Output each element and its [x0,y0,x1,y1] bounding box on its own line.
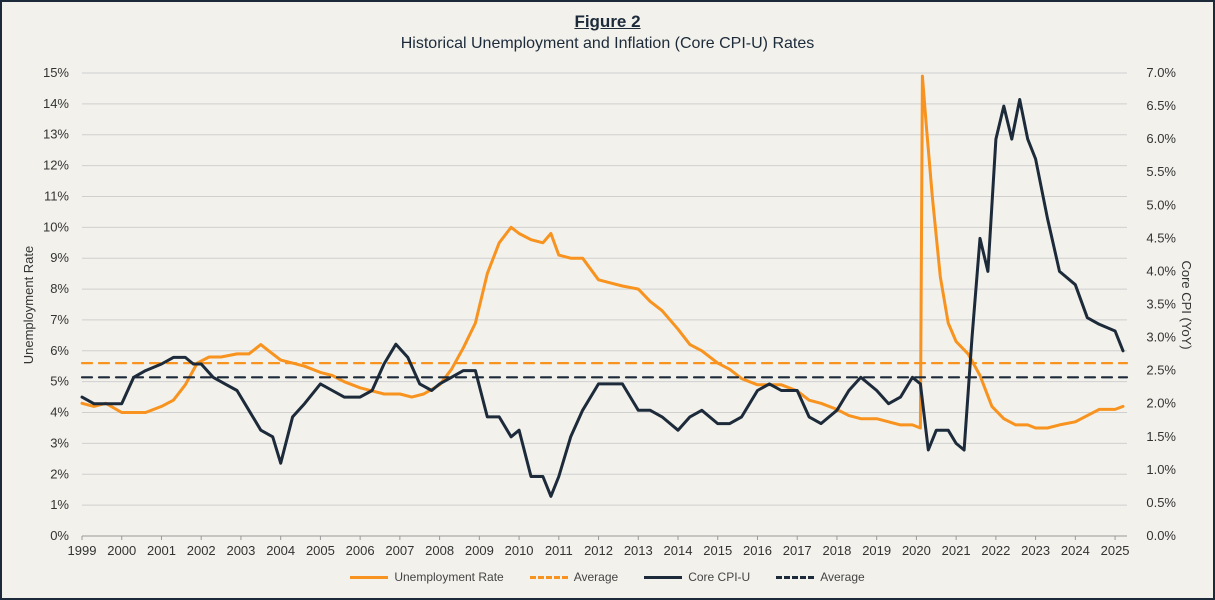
legend-swatch [529,575,568,579]
x-tick-label: 2009 [465,543,494,558]
y-right-tick-label: 4.0% [1146,263,1176,278]
x-tick-label: 2001 [147,543,176,558]
x-tick-label: 2013 [624,543,653,558]
legend-item: Average [529,570,619,584]
x-tick-label: 2021 [942,543,971,558]
series-line-0 [80,74,1125,430]
y-axis-right-title: Core CPI (YoY) [1179,260,1194,349]
x-tick-label: 2004 [266,543,295,558]
y-right-tick-label: 0.5% [1146,495,1176,510]
x-tick-label: 2020 [902,543,931,558]
y-right-tick-label: 0.0% [1146,528,1176,543]
y-left-tick-label: 11% [44,188,69,203]
x-tick-label: 2018 [822,543,851,558]
y-left-tick-label: 6% [50,343,69,358]
x-tick-label: 2005 [306,543,335,558]
y-left-tick-label: 4% [50,405,69,420]
x-tick-label: 2016 [743,543,772,558]
legend-item: Unemployment Rate [350,570,504,584]
y-left-tick-label: 5% [50,374,69,389]
x-tick-label: 2022 [981,543,1010,558]
x-tick-label: 2023 [1021,543,1050,558]
y-left-tick-label: 0% [50,528,69,543]
x-tick-label: 2024 [1061,543,1090,558]
y-right-tick-label: 2.0% [1146,396,1176,411]
y-left-tick-label: 7% [50,312,69,327]
legend-item: Core CPI-U [644,570,750,584]
y-right-tick-label: 3.0% [1146,330,1176,345]
y-left-tick-label: 3% [50,435,69,450]
legend-swatch [350,575,389,579]
y-right-tick-label: 2.5% [1146,363,1176,378]
y-right-tick-label: 5.5% [1146,164,1176,179]
chart-subtitle: Historical Unemployment and Inflation (C… [400,35,815,52]
legend: Unemployment Rate Average Core CPI-U Averag… [0,570,1215,584]
y-left-tick-label: 8% [50,281,69,296]
y-left-tick-label: 9% [50,250,69,265]
x-tick-label: 1999 [68,543,97,558]
x-tick-label: 2019 [862,543,891,558]
y-left-tick-label: 1% [50,497,69,512]
y-left-tick-label: 15% [43,65,69,80]
x-tick-label: 2017 [783,543,812,558]
legend-label: Average [820,570,865,584]
y-right-tick-label: 4.5% [1146,230,1176,245]
y-right-tick-label: 3.5% [1146,297,1176,312]
x-tick-label: 2007 [385,543,414,558]
y-left-tick-label: 12% [43,158,69,173]
legend-label: Average [573,570,619,584]
x-tick-label: 2011 [545,543,573,558]
y-right-tick-label: 7.0% [1146,65,1176,80]
legend-swatch [776,575,815,579]
x-tick-label: 2006 [346,543,375,558]
legend-label: Core CPI-U [688,570,751,584]
legend-swatch [644,575,683,579]
gridlines [82,72,1127,537]
series-lines [80,74,1129,498]
y-right-tick-label: 6.0% [1146,131,1176,146]
x-tick-label: 2015 [703,543,732,558]
x-tick-label: 2012 [584,543,613,558]
x-tick-label: 2008 [425,543,454,558]
y-left-tick-label: 14% [43,96,69,111]
y-right-tick-label: 1.0% [1146,462,1176,477]
y-left-tick-label: 10% [43,219,69,234]
left-axis-ticks: 0% 1% 2% 3% 4% 5% 6% 7% 8% 9% 10% 11% 12% 13% 14% 15% [43,65,69,543]
y-right-tick-label: 5.0% [1146,197,1176,212]
chart-title: Figure 2 [574,12,641,31]
y-right-tick-label: 1.5% [1146,429,1176,444]
y-right-tick-label: 6.5% [1146,98,1176,113]
x-tick-label: 2000 [107,543,136,558]
x-tick-label: 2002 [187,543,216,558]
legend-item: Average [776,570,865,584]
right-axis-ticks: 0.0% 0.5% 1.0% 1.5% 2.0% 2.5% 3.0% 3.5% 4.0% 4.5%… [1146,65,1176,543]
legend-label: Unemployment Rate [394,570,504,584]
y-left-tick-label: 2% [50,466,69,481]
x-tick-label: 2003 [226,543,255,558]
x-tick-label: 2010 [505,543,534,558]
y-left-tick-label: 13% [43,127,69,142]
x-tick-label: 2014 [664,543,693,558]
x-tick-label: 2025 [1101,543,1130,558]
y-axis-left-title: Unemployment Rate [21,246,36,365]
x-axis-ticks: 1999 2000 2001 2002 2003 2004 2005 2006 2007 2008… [68,535,1130,558]
series-line-2 [80,98,1125,498]
